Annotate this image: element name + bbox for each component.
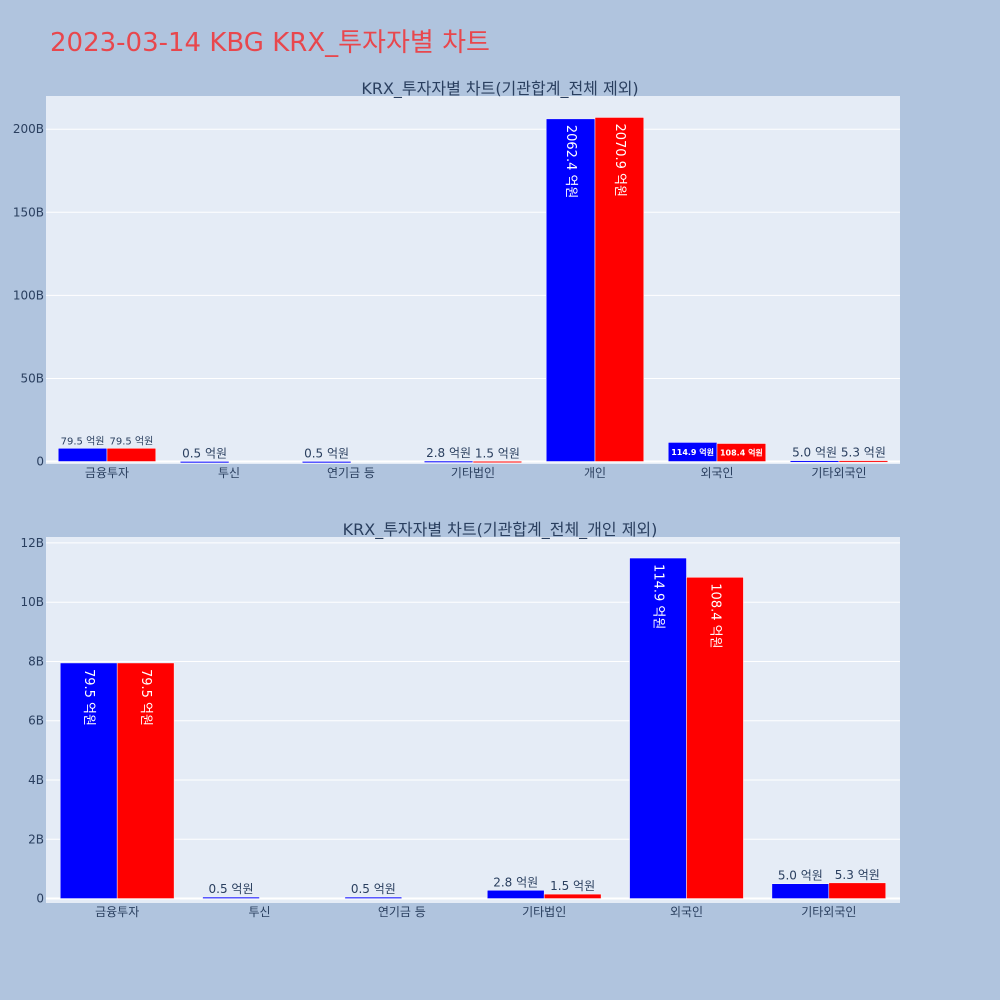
bar (838, 460, 889, 463)
y-tick-label: 200B (13, 122, 44, 136)
bar (106, 448, 157, 462)
bar (344, 896, 403, 899)
bar-label: 2062.4 억원 (563, 125, 578, 199)
y-tick-label: 8B (28, 654, 44, 668)
x-tick-label: 금융투자 (85, 466, 129, 480)
page-title: 2023-03-14 KBG KRX_투자자별 차트 (50, 28, 490, 58)
bar (59, 662, 118, 899)
plot-area (46, 537, 900, 903)
y-tick-label: 0 (36, 455, 44, 469)
chart-title: KRX_투자자별 차트(기관합계_전체_개인 제외) (343, 520, 658, 540)
x-tick-label: 기타법인 (451, 466, 495, 480)
y-tick-label: 50B (20, 371, 44, 385)
plot-area (46, 96, 900, 464)
y-tick-label: 150B (13, 205, 44, 219)
bar-label: 2.8 억원 (493, 875, 538, 889)
x-tick-label: 연기금 등 (327, 466, 375, 480)
y-tick-label: 12B (20, 536, 44, 550)
x-tick-label: 투신 (218, 466, 240, 480)
bar (686, 577, 744, 899)
bar-label: 79.5 억원 (81, 669, 96, 726)
bar-label: 1.5 억원 (475, 446, 520, 460)
x-tick-label: 개인 (584, 466, 606, 480)
bar (771, 883, 830, 899)
bar-label: 2.8 억원 (426, 446, 471, 460)
bar-label: 114.9 억원 (671, 447, 714, 457)
x-tick-label: 기타외국인 (811, 466, 866, 480)
chart-1: KRX_투자자별 차트(기관합계_전체 제외) 0 50B 100B 150B 200B 7… (13, 79, 900, 480)
y-tick-label: 100B (13, 288, 44, 302)
bar (716, 443, 767, 462)
bar-label: 0.5 억원 (209, 882, 254, 896)
bar (486, 890, 545, 899)
x-tick-label: 연기금 등 (378, 905, 426, 919)
bar (545, 118, 596, 462)
bar (116, 662, 175, 899)
x-tick-label: 기타외국인 (801, 905, 856, 919)
bar (472, 461, 523, 464)
bar-label: 79.5 억원 (109, 435, 153, 447)
x-tick-label: 외국인 (700, 466, 733, 480)
bar (828, 882, 887, 899)
bar-label: 0.5 억원 (304, 446, 349, 460)
bar-label: 5.0 억원 (792, 446, 837, 460)
y-tick-label: 4B (28, 773, 44, 787)
x-tick-label: 투신 (248, 905, 270, 919)
bar-label: 5.3 억원 (841, 446, 886, 460)
x-tick-label: 금융투자 (95, 905, 139, 919)
bar-label: 5.3 억원 (835, 868, 880, 882)
x-tick-label: 외국인 (670, 905, 703, 919)
bar-label: 1.5 억원 (550, 879, 595, 893)
bar-label: 2070.9 억원 (612, 123, 627, 197)
bar-label: 79.5 억원 (61, 435, 105, 447)
bar-label: 114.9 억원 (651, 564, 666, 629)
y-tick-label: 10B (20, 595, 44, 609)
bar-label: 0.5 억원 (182, 446, 227, 460)
bar (179, 461, 230, 464)
bar (629, 557, 687, 899)
bar-label: 108.4 억원 (707, 583, 722, 648)
y-tick-label: 0 (36, 892, 44, 906)
bar (543, 893, 602, 899)
bar-label: 5.0 억원 (778, 869, 823, 883)
chart-title: KRX_투자자별 차트(기관합계_전체 제외) (361, 79, 638, 99)
bar (594, 117, 645, 462)
bar-label: 108.4 억원 (720, 448, 763, 458)
x-tick-label: 기타법인 (522, 905, 566, 919)
bar (301, 461, 352, 464)
bar-label: 79.5 억원 (138, 669, 153, 726)
bar (202, 896, 260, 899)
y-tick-label: 6B (28, 714, 44, 728)
bar-label: 0.5 억원 (351, 882, 396, 896)
y-tick-label: 2B (28, 832, 44, 846)
